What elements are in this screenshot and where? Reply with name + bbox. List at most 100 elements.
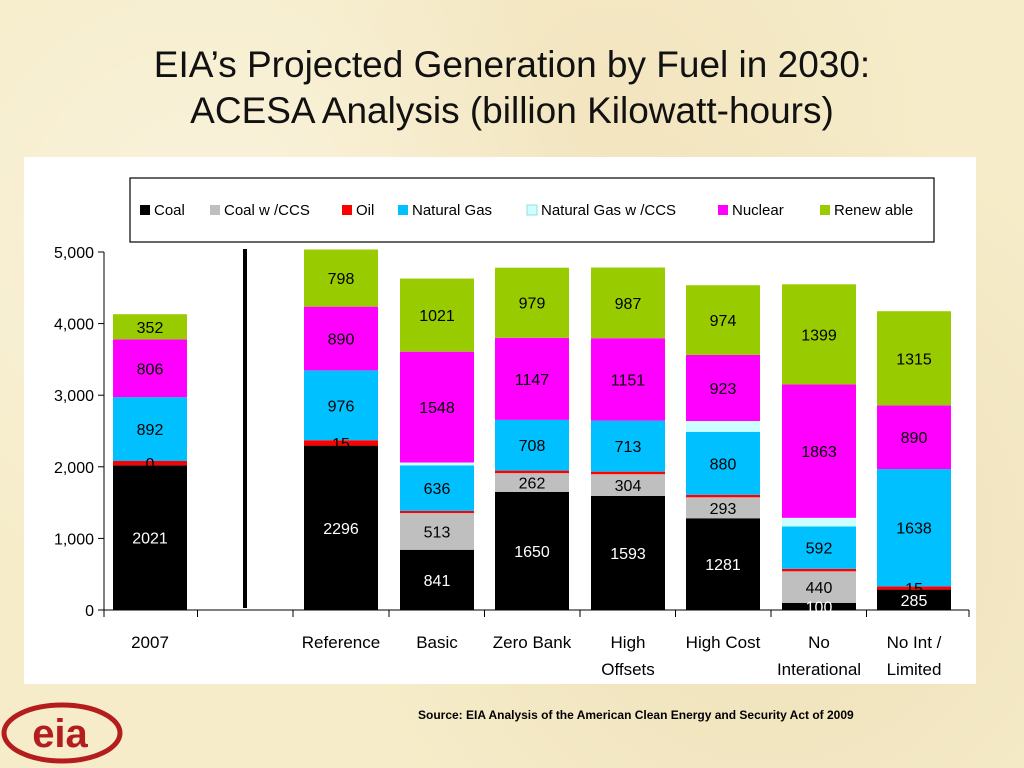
- data-label: 1863: [801, 444, 837, 461]
- bar-segment: [877, 589, 951, 610]
- bar-segment: [113, 465, 187, 610]
- data-label: 979: [519, 296, 546, 313]
- data-label: 100: [806, 599, 833, 616]
- data-label: 713: [615, 439, 642, 456]
- bar-segment: [782, 517, 856, 527]
- data-label: 1650: [514, 544, 550, 561]
- bar-segment: [782, 526, 856, 569]
- x-category-label: High: [611, 633, 646, 652]
- data-label: 892: [137, 422, 164, 439]
- legend-swatch: [140, 205, 150, 215]
- bar-segment: [400, 510, 474, 514]
- chart-panel: Coal Coal w /CCS Oil Natural Gas Natural Gas…: [24, 157, 976, 684]
- bar-segment: [591, 471, 665, 475]
- bar-segment: [782, 602, 856, 610]
- bar-segment: [686, 518, 760, 610]
- bar-segment: [113, 339, 187, 398]
- data-label: 15: [332, 436, 350, 453]
- bar-segment: [304, 445, 378, 610]
- data-label: 708: [519, 438, 546, 455]
- bar-segment: [782, 384, 856, 518]
- data-label: 1548: [419, 400, 455, 417]
- legend-swatch: [342, 205, 352, 215]
- y-tick-label: 2,000: [54, 460, 94, 477]
- y-tick-label: 5,000: [54, 245, 94, 262]
- bar-segment: [591, 338, 665, 421]
- data-label: 1281: [705, 557, 741, 574]
- legend-swatch: [526, 204, 538, 216]
- bar-segment: [782, 568, 856, 572]
- data-label: 1593: [610, 546, 646, 563]
- bar-segment: [113, 397, 187, 462]
- x-category-label: 2007: [131, 633, 169, 652]
- data-label: 15: [905, 581, 923, 598]
- data-label: 2296: [323, 521, 359, 538]
- legend-label: Natural Gas w /CCS: [541, 202, 676, 219]
- legend-swatch: [820, 205, 830, 215]
- bar-segment: [400, 549, 474, 610]
- bar-segment: [591, 420, 665, 472]
- data-label: 987: [615, 296, 642, 313]
- data-label: 262: [519, 475, 546, 492]
- legend-swatch: [210, 205, 220, 215]
- x-category-label: No: [808, 633, 830, 652]
- legend-label: Nuclear: [732, 202, 784, 219]
- data-label: 974: [710, 313, 737, 330]
- data-label: 798: [328, 271, 355, 288]
- x-category-label: Basic: [416, 633, 458, 652]
- bar-segment: [686, 431, 760, 495]
- bar-segment: [400, 351, 474, 463]
- data-label: 1638: [896, 521, 932, 538]
- source-note: Source: EIA Analysis of the American Cle…: [418, 708, 854, 722]
- bar-segment: [304, 440, 378, 446]
- data-label: 285: [901, 593, 928, 610]
- legend-label: Renew able: [834, 202, 913, 219]
- x-category-label: High Cost: [686, 633, 761, 652]
- data-label: 1399: [801, 327, 837, 344]
- data-label: 1021: [419, 308, 455, 325]
- bar-segment: [113, 461, 187, 466]
- data-label: 636: [424, 481, 451, 498]
- legend-label: Natural Gas: [412, 202, 492, 219]
- bar-segment: [495, 337, 569, 420]
- bar-segment: [495, 473, 569, 492]
- legend-label: Oil: [356, 202, 374, 219]
- bar-segment: [400, 462, 474, 466]
- legend-swatch: [398, 205, 408, 215]
- eia-logo-text: eia: [32, 712, 88, 756]
- bar-segment: [877, 586, 951, 590]
- data-label: 513: [424, 524, 451, 541]
- x-category-label: Limited: [887, 660, 942, 679]
- data-label: 880: [710, 456, 737, 473]
- bar-segment: [591, 495, 665, 610]
- data-label: 890: [901, 430, 928, 447]
- data-label: 2021: [132, 531, 168, 548]
- bar-segment: [400, 465, 474, 511]
- data-label: 923: [710, 381, 737, 398]
- title-line-1: EIA’s Projected Generation by Fuel in 20…: [153, 44, 871, 85]
- data-label: 592: [806, 541, 833, 558]
- data-label: 1147: [515, 372, 550, 389]
- bar-segment: [782, 284, 856, 385]
- bar-segment: [591, 267, 665, 339]
- y-tick-label: 3,000: [54, 388, 94, 405]
- data-label: 1151: [611, 372, 646, 389]
- bar-segment: [686, 354, 760, 422]
- bar-segment: [495, 491, 569, 610]
- bar-segment: [400, 278, 474, 352]
- title-line-2: ACESA Analysis (billion Kilowatt-hours): [190, 90, 834, 131]
- legend-label: Coal w /CCS: [224, 202, 310, 219]
- bar-segment: [304, 306, 378, 371]
- x-category-label: Reference: [302, 633, 380, 652]
- data-label: 293: [710, 501, 737, 518]
- legend-swatch: [718, 205, 728, 215]
- bar-segment: [495, 267, 569, 338]
- data-label: 440: [806, 580, 833, 597]
- slide-title: EIA’s Projected Generation by Fuel in 20…: [0, 42, 1024, 134]
- x-category-label: Interational: [777, 660, 861, 679]
- x-category-label: Offsets: [601, 660, 655, 679]
- x-category-label: Zero Bank: [493, 633, 572, 652]
- bar-segment: [686, 421, 760, 432]
- y-tick-label: 4,000: [54, 317, 94, 334]
- bar-segment: [591, 474, 665, 496]
